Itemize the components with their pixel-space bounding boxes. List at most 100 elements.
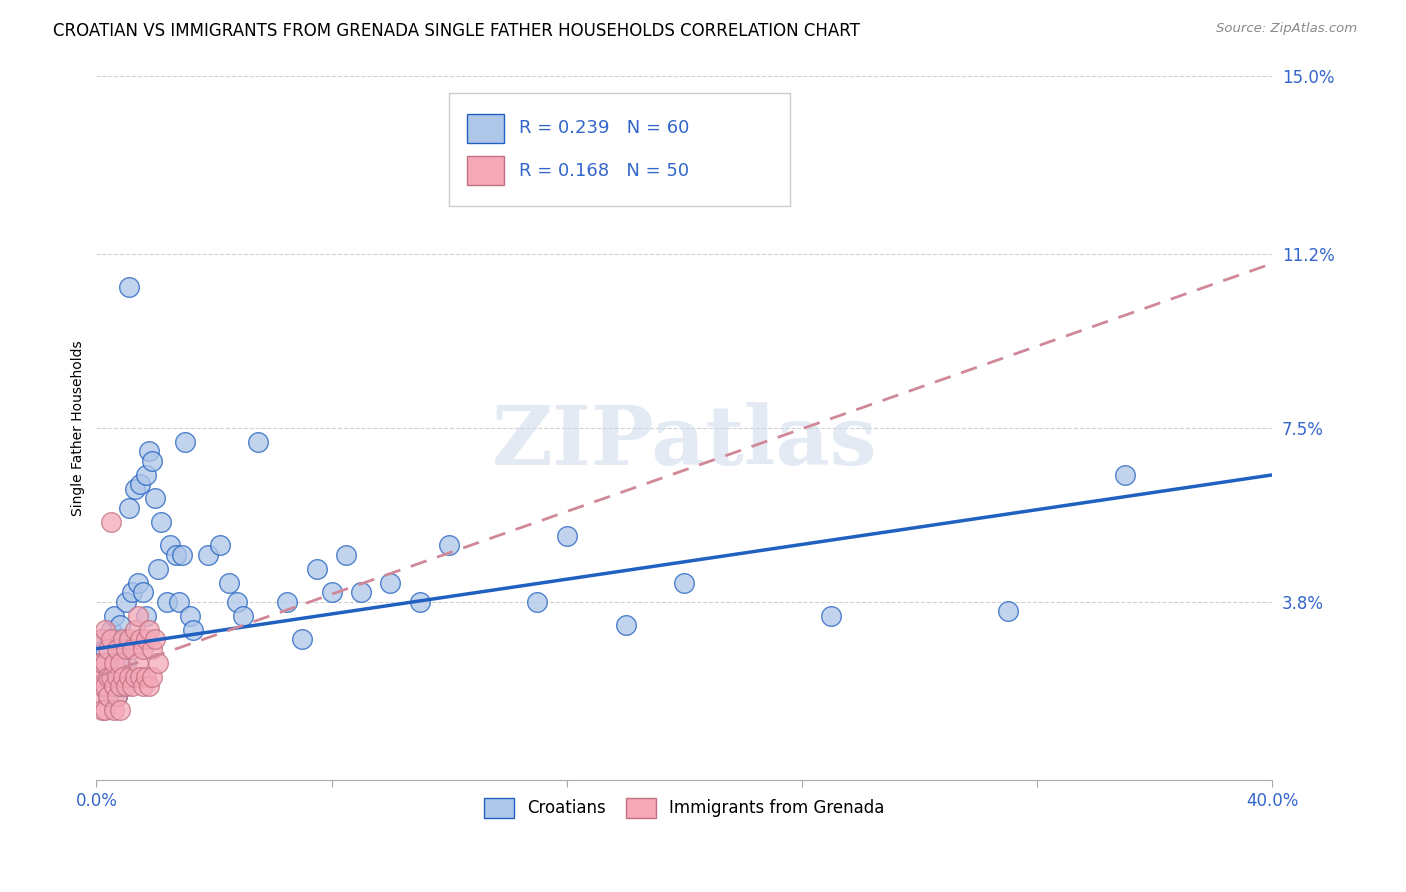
Point — [100, 623, 122, 637]
Point — [173, 435, 195, 450]
Point — [105, 632, 128, 647]
Text: R = 0.239   N = 60: R = 0.239 N = 60 — [519, 120, 689, 137]
Point — [135, 467, 157, 482]
Point — [111, 679, 134, 693]
Point — [103, 679, 125, 693]
Point — [1114, 467, 1136, 482]
Point — [138, 679, 160, 693]
Text: ZIPatlas: ZIPatlas — [492, 402, 877, 482]
Point — [156, 595, 179, 609]
Point — [127, 608, 149, 623]
Point — [91, 679, 114, 693]
Point — [247, 435, 270, 450]
Point — [276, 595, 298, 609]
Y-axis label: Single Father Households: Single Father Households — [72, 340, 86, 516]
Point — [108, 618, 131, 632]
Point — [91, 632, 114, 647]
Point — [226, 595, 249, 609]
Point — [100, 670, 122, 684]
Point — [350, 585, 373, 599]
Point — [91, 703, 114, 717]
Point — [208, 538, 231, 552]
Point — [105, 689, 128, 703]
Point — [437, 538, 460, 552]
Point — [97, 689, 120, 703]
Point — [135, 632, 157, 647]
Bar — [467, 156, 505, 186]
Point — [150, 515, 173, 529]
Point — [132, 679, 155, 693]
Point — [105, 641, 128, 656]
Point — [555, 529, 578, 543]
Point — [105, 689, 128, 703]
Point — [409, 595, 432, 609]
Point — [132, 585, 155, 599]
Point — [614, 618, 637, 632]
Point — [103, 656, 125, 670]
Point — [138, 623, 160, 637]
Point — [124, 482, 146, 496]
Point — [127, 576, 149, 591]
Point — [165, 548, 187, 562]
Point — [167, 595, 190, 609]
Point — [103, 703, 125, 717]
Point — [132, 641, 155, 656]
Point — [118, 632, 141, 647]
Point — [111, 632, 134, 647]
Text: Source: ZipAtlas.com: Source: ZipAtlas.com — [1216, 22, 1357, 36]
Point — [673, 576, 696, 591]
Bar — [467, 113, 505, 144]
Text: CROATIAN VS IMMIGRANTS FROM GRENADA SINGLE FATHER HOUSEHOLDS CORRELATION CHART: CROATIAN VS IMMIGRANTS FROM GRENADA SING… — [53, 22, 860, 40]
Point — [114, 595, 136, 609]
Text: R = 0.168   N = 50: R = 0.168 N = 50 — [519, 161, 689, 179]
Point — [291, 632, 314, 647]
Point — [997, 604, 1019, 618]
Point — [94, 703, 117, 717]
Point — [118, 670, 141, 684]
Point — [129, 632, 152, 647]
Point — [121, 641, 143, 656]
Point — [121, 679, 143, 693]
Point — [108, 656, 131, 670]
Point — [89, 656, 111, 670]
Point — [118, 500, 141, 515]
Point — [121, 585, 143, 599]
Point — [335, 548, 357, 562]
Point — [108, 656, 131, 670]
Legend: Croatians, Immigrants from Grenada: Croatians, Immigrants from Grenada — [477, 791, 891, 825]
Point — [89, 670, 111, 684]
Point — [89, 689, 111, 703]
Point — [380, 576, 402, 591]
Point — [91, 656, 114, 670]
Point — [118, 280, 141, 294]
Point — [94, 641, 117, 656]
Point — [111, 670, 134, 684]
Point — [141, 670, 163, 684]
Point — [100, 515, 122, 529]
Point — [141, 454, 163, 468]
Point — [129, 670, 152, 684]
Point — [170, 548, 193, 562]
Point — [127, 656, 149, 670]
Point — [138, 444, 160, 458]
Point — [108, 703, 131, 717]
Point — [124, 623, 146, 637]
Point — [97, 656, 120, 670]
Point — [143, 632, 166, 647]
Point — [183, 623, 205, 637]
Point — [179, 608, 201, 623]
Point — [97, 641, 120, 656]
Point — [103, 670, 125, 684]
Point — [94, 656, 117, 670]
Point — [159, 538, 181, 552]
Point — [100, 632, 122, 647]
Point — [820, 608, 842, 623]
Point — [218, 576, 240, 591]
Point — [114, 679, 136, 693]
Point — [108, 679, 131, 693]
Point — [135, 670, 157, 684]
Point — [143, 491, 166, 506]
Point — [103, 608, 125, 623]
Point — [114, 656, 136, 670]
Point — [146, 562, 169, 576]
